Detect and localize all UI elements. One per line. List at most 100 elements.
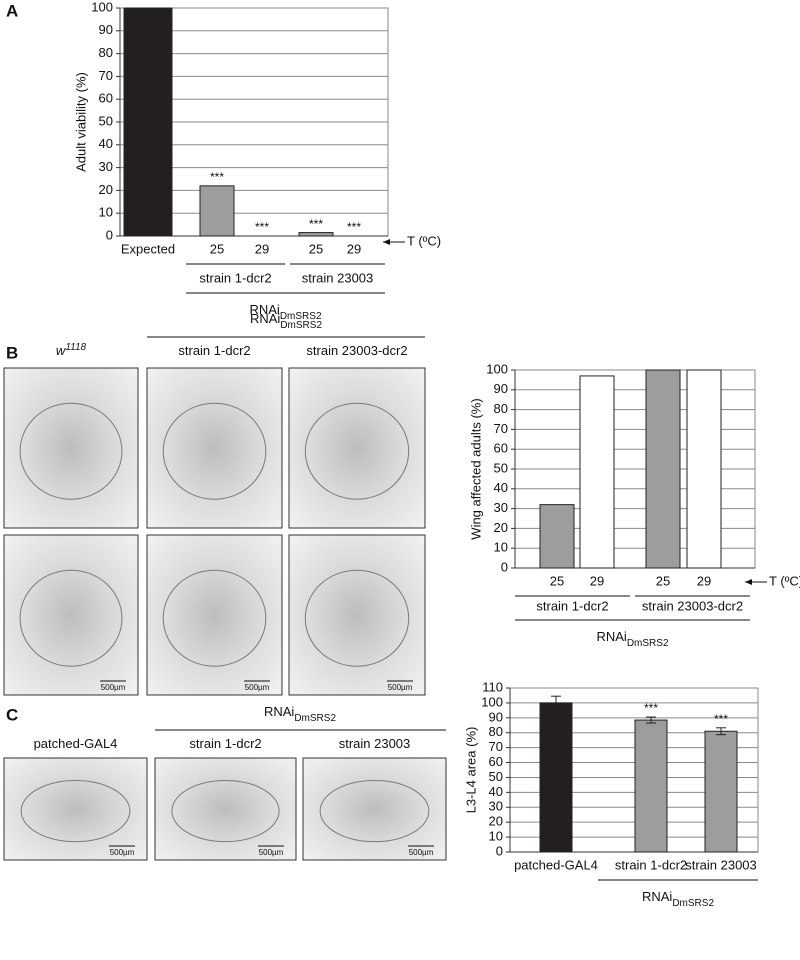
label-subscript: DmSRS2 — [280, 320, 322, 331]
significance-label: *** — [644, 701, 658, 715]
y-tick-label: 50 — [99, 113, 113, 128]
specimen — [162, 402, 267, 500]
y-tick-label: 70 — [494, 421, 508, 436]
significance-label: *** — [309, 217, 323, 231]
y-tick-label: 70 — [99, 68, 113, 83]
photo — [146, 534, 283, 696]
x-tick-label: 29 — [255, 241, 269, 256]
y-tick-label: 40 — [489, 784, 503, 799]
photo — [3, 534, 139, 696]
photo — [146, 367, 283, 529]
column-label: patched-GAL4 — [34, 736, 118, 751]
y-tick-label: 20 — [99, 182, 113, 197]
y-axis-label: L3-L4 area (%) — [463, 727, 478, 814]
y-tick-label: 30 — [494, 500, 508, 515]
label-text: RNAi — [642, 889, 672, 904]
scale-bar-label: 500µm — [101, 683, 126, 692]
y-tick-label: 40 — [494, 480, 508, 495]
y-tick-label: 0 — [106, 227, 113, 242]
y-tick-label: 60 — [489, 754, 503, 769]
x-tick-label: 25 — [210, 241, 224, 256]
label-subscript: DmSRS2 — [294, 713, 336, 724]
scale-bar-label: 500µm — [245, 683, 270, 692]
header-label: RNAiDmSRS2 — [264, 704, 336, 723]
y-tick-label: 60 — [494, 441, 508, 456]
label-text: strain 1-dcr2 — [178, 343, 250, 358]
y-tick-label: 80 — [494, 401, 508, 416]
y-tick-label: 100 — [91, 0, 113, 14]
specimen — [304, 569, 410, 667]
group-label: RNAiDmSRS2 — [249, 302, 321, 321]
column-label: strain 23003-dcr2 — [306, 343, 407, 358]
y-tick-label: 0 — [496, 843, 503, 858]
arrow-head — [745, 579, 752, 585]
x-tick-label: 25 — [309, 241, 323, 256]
x-note: T (ºC) — [407, 233, 441, 248]
group-label: strain 23003 — [302, 270, 374, 285]
y-tick-label: 30 — [489, 799, 503, 814]
label-text: strain 1-dcr2 — [189, 736, 261, 751]
significance-label: *** — [347, 220, 361, 234]
x-tick-label: 25 — [656, 573, 670, 588]
scale-bar-label: 500µm — [409, 848, 434, 857]
photo — [288, 367, 426, 529]
label-text: RNAi — [264, 704, 294, 719]
specimen — [171, 779, 280, 843]
label-text: strain 23003-dcr2 — [306, 343, 407, 358]
specimen — [19, 402, 123, 500]
panel-label: A — [6, 1, 18, 20]
y-tick-label: 80 — [99, 45, 113, 60]
scale-bar-label: 500µm — [110, 848, 135, 857]
specimen — [162, 569, 267, 667]
y-tick-label: 60 — [99, 91, 113, 106]
y-tick-label: 20 — [489, 814, 503, 829]
label-subscript: DmSRS2 — [280, 311, 322, 322]
column-label: w1118 — [56, 342, 87, 359]
significance-label: *** — [255, 220, 269, 234]
label-text: RNAi — [249, 302, 279, 317]
label-text: patched-GAL4 — [34, 736, 118, 751]
photo — [154, 757, 297, 861]
y-axis-label: Adult viability (%) — [73, 72, 88, 172]
x-tick-label: 29 — [697, 573, 711, 588]
bar — [199, 185, 235, 237]
x-tick-label: strain 1-dcr2 — [615, 857, 687, 872]
significance-label: *** — [714, 712, 728, 726]
specimen — [304, 402, 410, 500]
y-tick-label: 90 — [99, 22, 113, 37]
label-text: RNAi — [250, 311, 280, 326]
significance-label: *** — [210, 170, 224, 184]
x-tick-label: patched-GAL4 — [514, 857, 598, 872]
y-tick-label: 110 — [482, 679, 503, 694]
label-text: RNAi — [596, 629, 626, 644]
y-tick-label: 40 — [99, 136, 113, 151]
y-tick-label: 70 — [489, 739, 503, 754]
y-tick-label: 10 — [494, 540, 508, 555]
group-label: strain 23003-dcr2 — [642, 598, 743, 613]
photo — [288, 534, 426, 696]
y-tick-label: 10 — [489, 829, 503, 844]
column-label: strain 1-dcr2 — [178, 343, 250, 358]
group-label: strain 1-dcr2 — [536, 598, 608, 613]
bar — [686, 369, 722, 569]
bar — [539, 504, 575, 569]
label-subscript: DmSRS2 — [672, 898, 714, 909]
y-tick-label: 90 — [494, 381, 508, 396]
y-tick-label: 50 — [494, 460, 508, 475]
y-tick-label: 100 — [481, 694, 503, 709]
column-label: strain 1-dcr2 — [189, 736, 261, 751]
y-axis-label: Wing affected adults (%) — [468, 398, 483, 539]
photo — [3, 367, 139, 529]
y-tick-label: 0 — [501, 559, 508, 574]
x-note: T (ºC) — [769, 573, 800, 588]
bar — [539, 702, 573, 853]
panel-label: B — [6, 343, 18, 362]
specimen — [20, 779, 131, 843]
label-superscript: 1118 — [65, 342, 86, 353]
y-tick-label: 90 — [489, 709, 503, 724]
bar — [579, 375, 615, 569]
label-subscript: DmSRS2 — [627, 638, 669, 649]
y-tick-label: 20 — [494, 520, 508, 535]
